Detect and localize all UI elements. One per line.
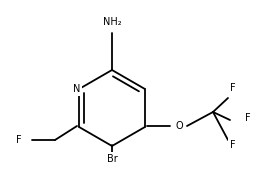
Text: NH₂: NH₂ [103,17,121,27]
Text: F: F [230,83,236,93]
Text: F: F [230,140,236,150]
Text: F: F [245,113,251,123]
Text: F: F [16,135,22,145]
Text: Br: Br [107,154,117,164]
Text: N: N [73,84,81,94]
Text: O: O [175,121,183,131]
